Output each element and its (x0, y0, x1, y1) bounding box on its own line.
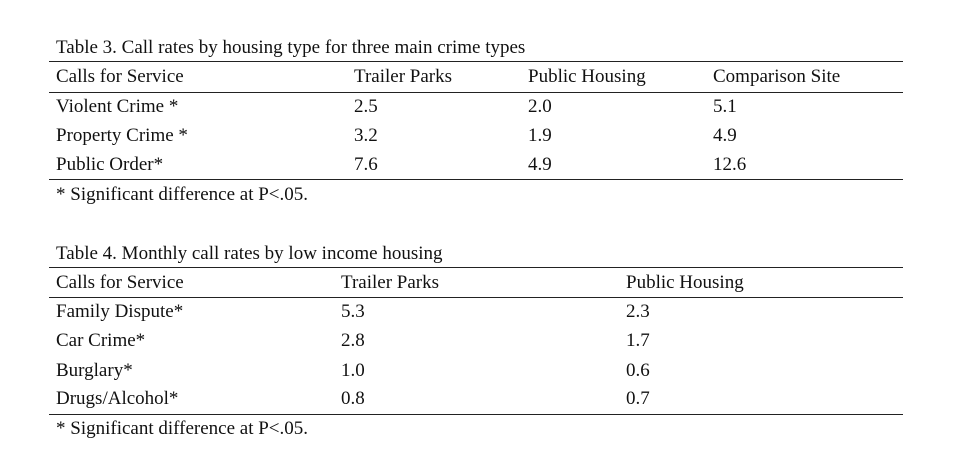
table-3-bottom-rule (49, 179, 903, 180)
table-3-row-2-trailer-parks: 3.2 (354, 125, 378, 146)
table-3-header-col-2: Trailer Parks (354, 66, 452, 87)
table-4-row-3-trailer-parks: 1.0 (341, 360, 365, 381)
table-4-row-3-public-housing: 0.6 (626, 360, 650, 381)
table-4-row-4-trailer-parks: 0.8 (341, 388, 365, 409)
table-3-row-1-label: Violent Crime * (56, 96, 179, 117)
table-4-row-2-label: Car Crime* (56, 330, 146, 351)
table-3-row-1-trailer-parks: 2.5 (354, 96, 378, 117)
table-4-bottom-rule (49, 414, 903, 415)
table-3-header-col-1: Calls for Service (56, 66, 184, 87)
table-4-header-col-2: Trailer Parks (341, 272, 439, 293)
table-4-row-2-trailer-parks: 2.8 (341, 330, 365, 351)
table-4-row-3-label: Burglary* (56, 360, 133, 381)
table-4-row-1-public-housing: 2.3 (626, 301, 650, 322)
table-3-row-1-comparison-site: 5.1 (713, 96, 737, 117)
table-3-caption: Table 3. Call rates by housing type for … (56, 37, 526, 58)
table-4-caption: Table 4. Monthly call rates by low incom… (56, 243, 443, 264)
table-3-row-3-trailer-parks: 7.6 (354, 154, 378, 175)
table-3-significance-note: * Significant difference at P<.05. (56, 184, 309, 205)
table-3-header-rule (49, 92, 903, 93)
table-4-header-rule (49, 297, 903, 298)
table-4-row-2-public-housing: 1.7 (626, 330, 650, 351)
table-3: Table 3. Call rates by housing type for … (49, 36, 903, 206)
table-3-row-3-comparison-site: 12.6 (713, 154, 747, 175)
table-4-top-rule (49, 267, 903, 268)
table-4-header-col-3: Public Housing (626, 272, 744, 293)
table-3-row-2-public-housing: 1.9 (528, 125, 552, 146)
table-3-row-2-comparison-site: 4.9 (713, 125, 737, 146)
table-4-significance-note: * Significant difference at P<.05. (56, 418, 309, 439)
table-3-header-col-3: Public Housing (528, 66, 646, 87)
table-3-top-rule (49, 61, 903, 62)
table-3-row-1-public-housing: 2.0 (528, 96, 552, 117)
table-3-row-2-label: Property Crime * (56, 125, 188, 146)
table-4-header-col-1: Calls for Service (56, 272, 184, 293)
table-3-row-3-label: Public Order* (56, 154, 164, 175)
table-3-header-col-4: Comparison Site (713, 66, 841, 87)
table-3-row-3-public-housing: 4.9 (528, 154, 552, 175)
table-4-row-4-public-housing: 0.7 (626, 388, 650, 409)
table-4-row-1-label: Family Dispute* (56, 301, 184, 322)
table-4-row-1-trailer-parks: 5.3 (341, 301, 365, 322)
table-4: Table 4. Monthly call rates by low incom… (49, 242, 903, 446)
table-4-row-4-label: Drugs/Alcohol* (56, 388, 179, 409)
